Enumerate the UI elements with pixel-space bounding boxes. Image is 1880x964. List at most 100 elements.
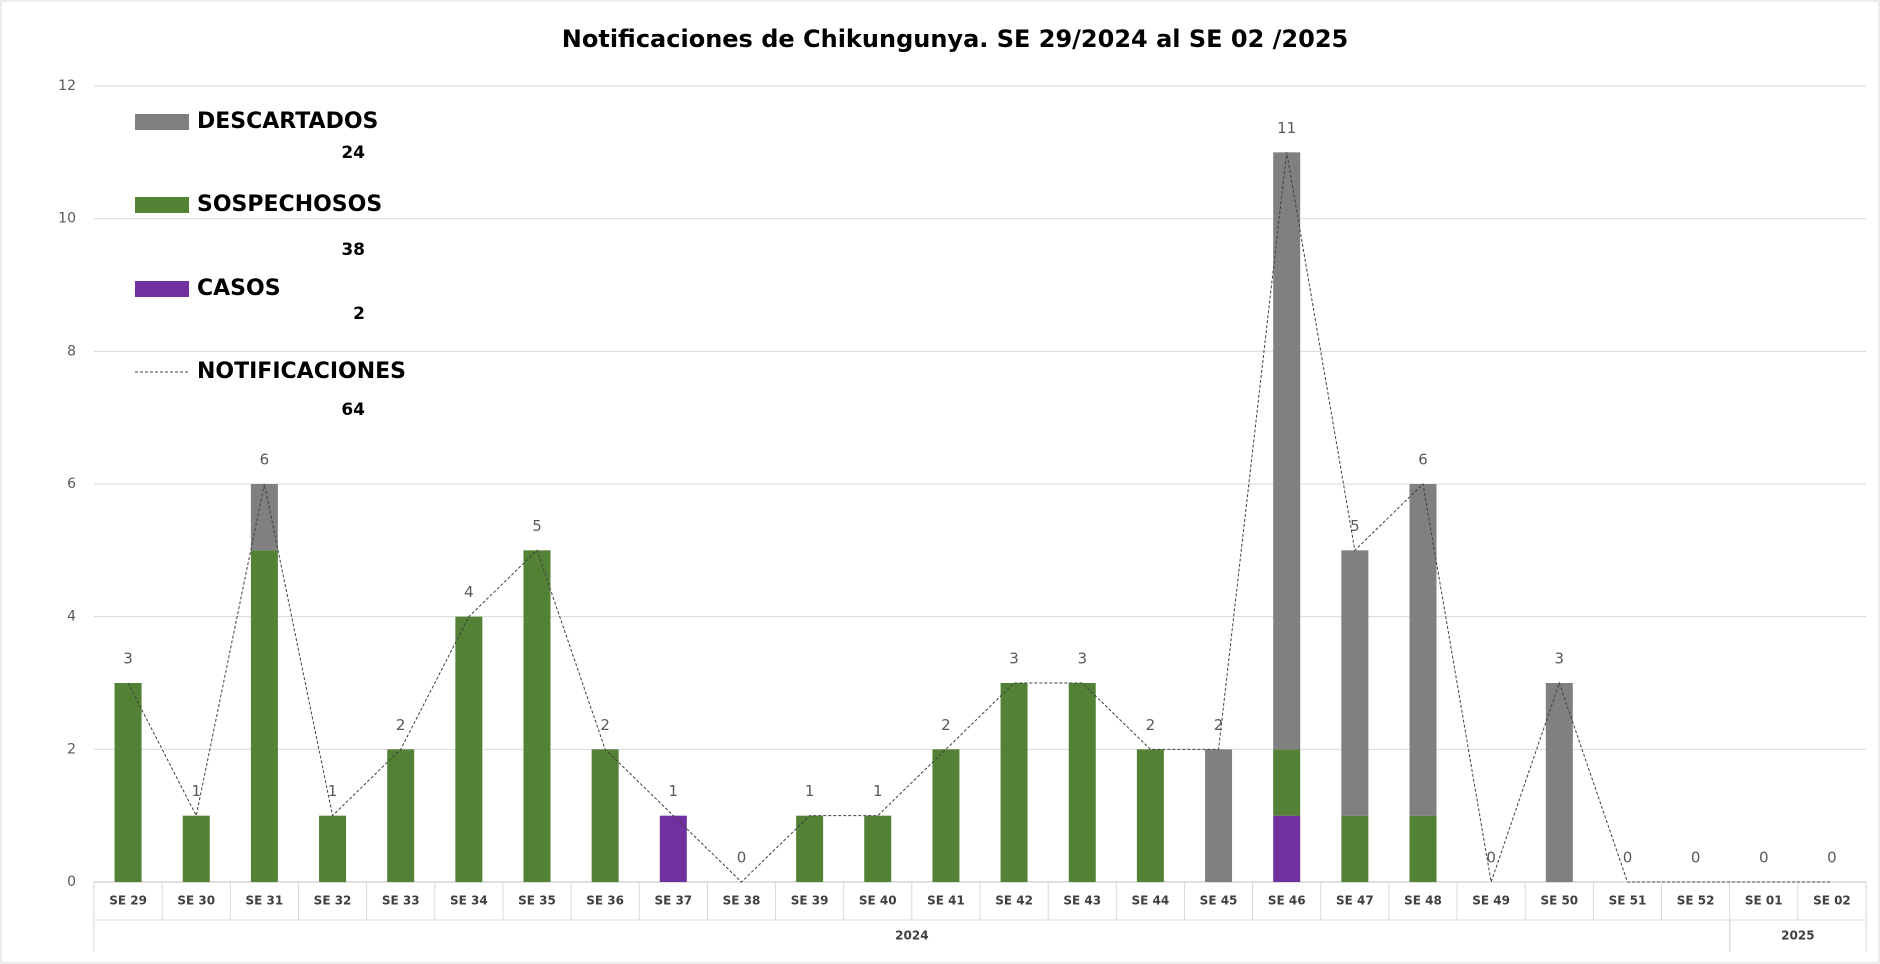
bar-segment [1341,815,1369,882]
legend-swatch [135,197,189,213]
x-tick-label: SE 42 [995,894,1033,908]
bar-segment [864,815,892,882]
bar-segment [387,749,415,882]
chart-title: Notificaciones de Chikungunya. SE 29/202… [562,25,1348,53]
bar-segment [659,815,687,882]
data-label: 1 [191,782,201,800]
x-tick-label: SE 33 [382,894,420,908]
data-label: 1 [805,782,815,800]
x-tick-label: SE 50 [1540,894,1578,908]
legend-total: 24 [341,143,365,163]
data-label: 11 [1277,119,1296,137]
bar-segment [250,550,278,882]
bar-segment [250,484,278,551]
y-tick-label: 8 [67,343,76,359]
bar-segment [1273,815,1301,882]
data-label: 3 [1555,650,1565,668]
data-label: 0 [1827,849,1837,867]
y-tick-label: 12 [58,78,76,94]
bar-segment [182,815,210,882]
legend-total: 64 [341,400,365,420]
x-tick-label: SE 44 [1132,894,1170,908]
legend-label: SOSPECHOSOS [197,192,382,217]
x-tick-label: SE 51 [1609,894,1647,908]
bar-segment [1000,683,1028,882]
y-tick-label: 2 [67,741,76,757]
x-tick-label: SE 52 [1677,894,1715,908]
legend-swatch [135,114,189,130]
data-label: 0 [737,849,747,867]
bar-segment [1273,152,1301,750]
data-label: 1 [873,782,883,800]
data-label: 3 [1009,650,1019,668]
x-tick-label: SE 36 [586,894,624,908]
legend-label: CASOS [197,276,281,301]
data-label: 0 [1759,849,1769,867]
data-label: 2 [1214,716,1224,734]
data-label: 0 [1691,849,1701,867]
data-label: 6 [1418,451,1428,469]
data-label: 3 [1077,650,1087,668]
data-label: 4 [464,583,474,601]
data-label: 2 [396,716,406,734]
data-label: 1 [328,782,338,800]
x-tick-label: SE 37 [654,894,692,908]
x-tick-label: SE 43 [1063,894,1101,908]
data-label: 0 [1486,849,1496,867]
data-label: 2 [941,716,951,734]
x-tick-label: SE 35 [518,894,556,908]
bar-segment [1068,683,1096,882]
legend-label: NOTIFICACIONES [197,359,406,384]
x-group-label: 2024 [895,929,928,943]
legend-label: DESCARTADOS [197,109,378,134]
bar-segment [523,550,551,882]
bar-segment [1409,815,1437,882]
data-label: 2 [1146,716,1156,734]
bar-segment [319,815,347,882]
y-tick-label: 10 [58,211,76,227]
y-tick-label: 6 [67,476,76,492]
legend-swatch [135,281,189,297]
x-tick-label: SE 47 [1336,894,1374,908]
x-tick-label: SE 34 [450,894,488,908]
x-tick-label: SE 46 [1268,894,1306,908]
bar-segment [1409,484,1437,816]
x-tick-label: SE 45 [1200,894,1238,908]
data-label: 3 [123,650,133,668]
bar-segment [1273,749,1301,816]
data-label: 0 [1623,849,1633,867]
y-tick-label: 4 [67,609,76,625]
x-tick-label: SE 38 [723,894,761,908]
x-tick-label: SE 02 [1813,894,1851,908]
bar-segment [1341,550,1369,816]
data-label: 1 [669,782,679,800]
bar-segment [114,683,142,882]
x-tick-label: SE 01 [1745,894,1783,908]
x-group-label: 2025 [1781,929,1814,943]
x-tick-label: SE 48 [1404,894,1442,908]
bar-segment [1136,749,1164,882]
x-tick-label: SE 41 [927,894,965,908]
bar-segment [796,815,824,882]
data-label: 2 [600,716,610,734]
x-tick-label: SE 30 [177,894,215,908]
data-label: 5 [532,517,542,535]
x-tick-label: SE 29 [109,894,147,908]
x-tick-label: SE 39 [791,894,829,908]
bar-segment [932,749,960,882]
bar-segment [591,749,619,882]
legend-total: 38 [341,240,365,260]
line [127,152,1832,883]
y-tick-label: 0 [67,874,76,890]
bar-segment [1205,749,1233,882]
data-label: 5 [1350,517,1360,535]
x-tick-label: SE 40 [859,894,897,908]
legend-total: 2 [353,304,365,324]
bar-segment [455,616,483,882]
x-tick-label: SE 32 [314,894,352,908]
x-tick-label: SE 31 [246,894,284,908]
data-label: 6 [260,451,270,469]
x-tick-label: SE 49 [1472,894,1510,908]
bar-segment [1545,683,1573,882]
